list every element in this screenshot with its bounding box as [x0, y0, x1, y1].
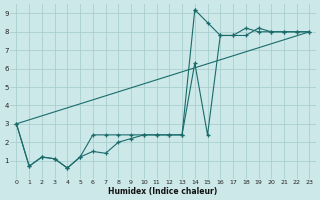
X-axis label: Humidex (Indice chaleur): Humidex (Indice chaleur) — [108, 187, 218, 196]
